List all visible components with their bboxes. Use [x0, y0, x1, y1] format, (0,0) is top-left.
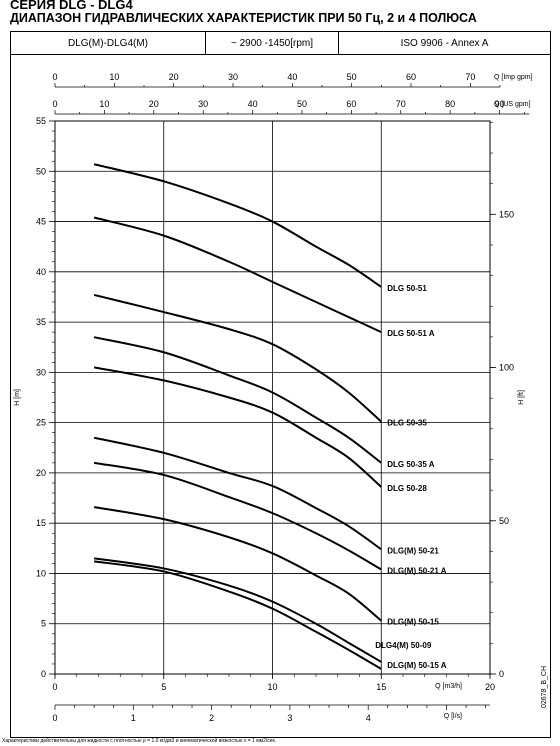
x-tick-label: 0	[52, 682, 57, 692]
x-tick-label: 20	[485, 682, 495, 692]
ft-tick-label: 100	[499, 363, 514, 373]
series-label: DLG 50-51 A	[387, 329, 434, 338]
top-tick-label: 20	[149, 99, 159, 109]
series-label: DLG(M) 50-15	[387, 618, 439, 627]
top-tick-label: 40	[287, 72, 297, 82]
top-tick-label: 0	[52, 72, 57, 82]
top-tick-label: 10	[109, 72, 119, 82]
y-tick-label: 25	[36, 418, 46, 428]
x-tick-label: 15	[376, 682, 386, 692]
speed-cell: ~ 2900 -1450[rpm]	[206, 32, 339, 54]
series-label: DLG(M) 50-15 A	[387, 661, 446, 670]
ls-tick-label: 3	[287, 713, 292, 723]
top-tick-label: 60	[406, 72, 416, 82]
y-tick-label: 20	[36, 468, 46, 478]
top-tick-label: 60	[346, 99, 356, 109]
y-tick-label: 30	[36, 367, 46, 377]
curve-dlg-50-35	[93, 293, 382, 423]
ft-tick-label: 0	[499, 669, 504, 679]
y-tick-label: 55	[36, 116, 46, 126]
curve-dlg-50-51-a	[93, 216, 382, 334]
y-tick-label: 35	[36, 317, 46, 327]
y-axis-label: H [m]	[14, 389, 21, 406]
x-axis-label: Q [m3/h]	[435, 683, 462, 690]
y-tick-label: 50	[36, 166, 46, 176]
series-label: DLG 50-35	[387, 419, 427, 428]
y-tick-label: 5	[41, 619, 46, 629]
y-tick-label: 0	[41, 669, 46, 679]
top-tick-label: 30	[228, 72, 238, 82]
ls-axis-label: Q [l/s]	[444, 713, 462, 720]
curve-dlg-m-50-15	[93, 506, 382, 622]
x-tick-label: 5	[161, 682, 166, 692]
chart-title: СЕРИЯ DLG - DLG4	[10, 0, 133, 12]
series-label: DLG(M) 50-21 A	[387, 566, 446, 575]
curve-dlg4-m-50-09	[94, 557, 382, 663]
top-tick-label: 50	[347, 72, 357, 82]
model-cell: DLG(M)-DLG4(M)	[11, 32, 206, 54]
top-tick-label: 50	[297, 99, 307, 109]
top-tick-label: 20	[169, 72, 179, 82]
y-tick-label: 40	[36, 267, 46, 277]
top-tick-label: 90	[495, 99, 505, 109]
series-label: DLG 50-51	[387, 284, 427, 293]
chart-subtitle: ДИАПАЗОН ГИДРАВЛИЧЕСКИХ ХАРАКТЕРИСТИК ПР…	[10, 11, 477, 25]
top-tick-label: 70	[396, 99, 406, 109]
top-axis-label: Q [US gpm]	[494, 101, 531, 108]
curve-dlg-50-35-a	[93, 336, 382, 464]
series-label: DLG 50-28	[387, 484, 427, 493]
curve-dlg-50-51	[93, 163, 382, 288]
curve-dlg-m-50-15-a	[94, 560, 382, 670]
chart-frame	[10, 54, 551, 738]
ft-tick-label: 50	[499, 516, 509, 526]
top-tick-label: 0	[52, 99, 57, 109]
top-tick-label: 80	[445, 99, 455, 109]
y-tick-label: 10	[36, 568, 46, 578]
top-tick-label: 10	[99, 99, 109, 109]
standard-cell: ISO 9906 - Annex A	[400, 37, 489, 49]
ft-axis-label: H [ft]	[518, 390, 525, 405]
footnote: Характеристики действительны для жидкост…	[2, 738, 277, 744]
ls-tick-label: 2	[209, 713, 214, 723]
x-tick-label: 10	[267, 682, 277, 692]
top-tick-label: 70	[465, 72, 475, 82]
ft-tick-label: 150	[499, 209, 514, 219]
series-label: DLG(M) 50-21	[387, 546, 439, 555]
y-tick-label: 15	[36, 518, 46, 528]
top-tick-label: 30	[198, 99, 208, 109]
spec-header: DLG(M)-DLG4(M) ~ 2900 -1450[rpm] ISO 990…	[10, 31, 551, 55]
y-tick-label: 45	[36, 217, 46, 227]
top-tick-label: 40	[248, 99, 258, 109]
drawing-code: 02678_B_CH	[541, 665, 548, 708]
ls-tick-label: 0	[52, 713, 57, 723]
curve-dlg-m-50-21-a	[93, 461, 382, 571]
curve-dlg-m-50-21	[93, 436, 382, 551]
ls-tick-label: 4	[366, 713, 371, 723]
top-axis-label: Q [Imp gpm]	[494, 74, 533, 81]
ls-tick-label: 1	[131, 713, 136, 723]
series-label: DLG4(M) 50-09	[375, 641, 432, 650]
curve-dlg-50-28	[93, 366, 382, 488]
series-label: DLG 50-35 A	[387, 460, 434, 469]
